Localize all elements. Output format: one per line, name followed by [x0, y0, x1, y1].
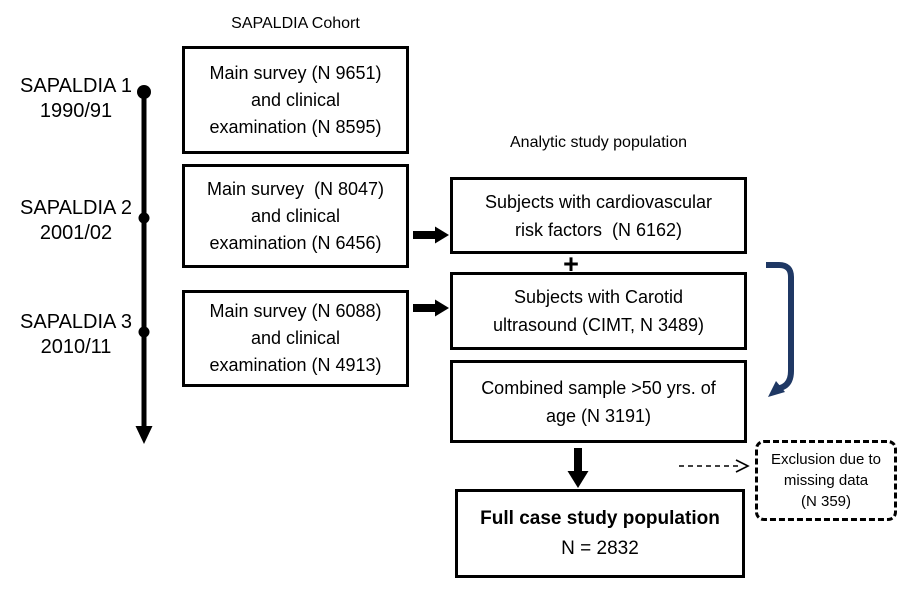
final-population-box: Full case study population N = 2832 [455, 489, 745, 578]
exclusion-box: Exclusion due to missing data (N 359) [755, 440, 897, 521]
exclusion-line3: (N 359) [800, 493, 852, 510]
survey2-line3: examination (N 6456) [209, 232, 382, 253]
timeline-event-name: SAPALDIA 2 [20, 197, 132, 219]
survey1-box: Main survey (N 9651) and clinical examin… [182, 46, 409, 154]
timeline-event-years: 2010/11 [40, 336, 112, 358]
exclusion-line1: Exclusion due to [770, 451, 882, 468]
plus-sign: + [563, 249, 579, 279]
survey1-line3: examination (N 8595) [209, 116, 382, 137]
survey3-line2: and clinical [250, 328, 341, 348]
cvd-risk-line2: risk factors (N 6162) [514, 219, 683, 240]
timeline-event-years: 2001/02 [39, 222, 113, 244]
exclusion-line2: missing data [783, 472, 869, 489]
cimt-box: Subjects with Carotid ultrasound (CIMT, … [450, 272, 747, 350]
timeline-event-name: SAPALDIA 3 [20, 311, 132, 333]
cohort-column-header: SAPALDIA Cohort [231, 15, 360, 32]
timeline-label-sapaldia2: SAPALDIA 2 2001/02 [10, 196, 142, 246]
analytic-column-header: Analytic study population [510, 134, 687, 151]
survey1-line1: Main survey (N 9651) [209, 62, 382, 83]
timeline-event-years: 1990/91 [39, 100, 113, 122]
survey2-box: Main survey (N 8047) and clinical examin… [182, 164, 409, 268]
flow-arrow-survey2-to-cvd-icon [413, 226, 449, 244]
survey2-line1: Main survey (N 8047) [206, 178, 385, 199]
survey2-line2: and clinical [250, 205, 341, 226]
exclusion-dashed-arrow-icon [679, 459, 750, 473]
merge-bracket-arrow-icon [766, 262, 794, 397]
cvd-risk-box: Subjects with cardiovascular risk factor… [450, 177, 747, 254]
survey3-box: Main survey (N 6088) and clinical examin… [182, 290, 409, 387]
timeline-event-name: SAPALDIA 1 [20, 75, 132, 97]
combined-line1: Combined sample >50 yrs. of [481, 377, 716, 398]
flow-arrow-survey3-to-cimt-icon [413, 299, 449, 317]
cimt-line2: ultrasound (CIMT, N 3489) [492, 315, 705, 335]
timeline-end-arrow-icon [135, 426, 153, 444]
final-population-title: Full case study population [480, 507, 720, 529]
survey3-line3: examination (N 4913) [209, 355, 382, 375]
combined-sample-box: Combined sample >50 yrs. of age (N 3191) [450, 360, 747, 443]
cvd-risk-line1: Subjects with cardiovascular [484, 191, 713, 212]
final-population-n: N = 2832 [561, 537, 639, 559]
timeline-label-sapaldia3: SAPALDIA 3 2010/11 [10, 310, 142, 360]
survey3-line1: Main survey (N 6088) [209, 301, 382, 321]
combined-line2: age (N 3191) [545, 405, 652, 426]
timeline-label-sapaldia1: SAPALDIA 1 1990/91 [10, 74, 142, 124]
cimt-line1: Subjects with Carotid [513, 287, 684, 307]
flow-arrow-combined-to-final-icon [567, 448, 589, 488]
survey1-line2: and clinical [250, 89, 341, 110]
